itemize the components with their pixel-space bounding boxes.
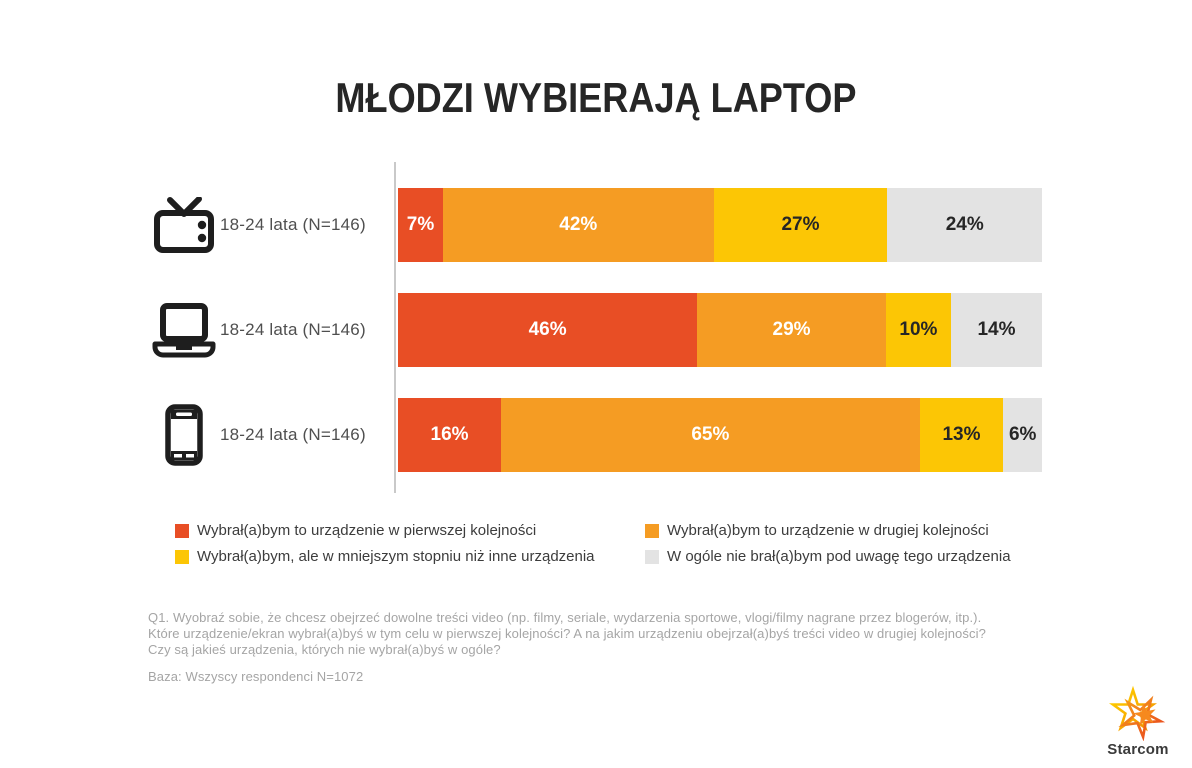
bar-segment-value: 29% [772, 319, 811, 340]
legend-label: Wybrał(a)bym to urządzenie w drugiej kol… [667, 522, 989, 539]
bar-segment-value: 6% [1008, 424, 1037, 445]
smartphone-icon [148, 404, 220, 466]
legend-item-lesser-extent: Wybrał(a)bym, ale w mniejszym stopniu ni… [175, 548, 645, 565]
legend-swatch-first-choice [175, 523, 189, 538]
bar-segment-value: 65% [691, 424, 730, 445]
bar-segment-value: 24% [945, 214, 984, 235]
y-axis-line [394, 162, 396, 493]
question-text-line: Które urządzenie/ekran wybrał(a)byś w ty… [148, 626, 986, 641]
bar-segment: 65% [501, 398, 920, 472]
footnote: Q1. Wyobraź sobie, że chcesz obejrzeć do… [148, 610, 986, 685]
page-title: MŁODZI WYBIERAJĄ LAPTOP [0, 74, 1192, 122]
bar-segment-value: 14% [977, 319, 1016, 340]
legend-item-second-choice: Wybrał(a)bym to urządzenie w drugiej kol… [645, 522, 1011, 539]
bar-segment: 24% [887, 188, 1042, 262]
chart-row: 18-24 lata (N=146) 7% 42% 27% 24% [148, 188, 1042, 262]
bar-segment-value: 27% [781, 214, 820, 235]
bar-segment: 10% [885, 293, 951, 367]
legend-label: W ogóle nie brał(a)bym pod uwagę tego ur… [667, 548, 1011, 565]
row-label: 18-24 lata (N=146) [220, 215, 366, 234]
bar-segment-value: 13% [942, 424, 981, 445]
bar-segment: 14% [950, 293, 1042, 367]
chart-legend: Wybrał(a)bym to urządzenie w pierwszej k… [175, 522, 1011, 565]
laptop-icon [148, 302, 220, 358]
base-text: Baza: Wszyscy respondenci N=1072 [148, 669, 364, 684]
bar-segment-value: 42% [559, 214, 598, 235]
bar-segment-value: 16% [430, 424, 469, 445]
bar-segment-value: 46% [528, 319, 567, 340]
legend-label: Wybrał(a)bym, ale w mniejszym stopniu ni… [197, 548, 595, 565]
bar-segment-value: 10% [899, 319, 938, 340]
chart-row: 18-24 lata (N=146) 16% 65% 13% 6% [148, 398, 1042, 472]
chart-row: 18-24 lata (N=146) 46% 29% 10% 14% [148, 293, 1042, 367]
bar-segment: 13% [919, 398, 1004, 472]
legend-item-first-choice: Wybrał(a)bym to urządzenie w pierwszej k… [175, 522, 645, 539]
bar-segment-value: 7% [406, 214, 435, 235]
stacked-bar: 16% 65% 13% 6% [398, 398, 1042, 472]
legend-label: Wybrał(a)bym to urządzenie w pierwszej k… [197, 522, 537, 539]
legend-swatch-second-choice [645, 523, 659, 538]
bar-segment: 6% [1003, 398, 1042, 472]
stacked-bar: 7% 42% 27% 24% [398, 188, 1042, 262]
bar-segment: 16% [398, 398, 502, 472]
legend-item-not-considered: W ogóle nie brał(a)bym pod uwagę tego ur… [645, 548, 1011, 565]
legend-swatch-lesser-extent [175, 549, 189, 564]
row-label: 18-24 lata (N=146) [220, 320, 366, 339]
row-label: 18-24 lata (N=146) [220, 425, 366, 444]
bar-segment: 46% [398, 293, 698, 367]
question-text-line: Czy są jakieś urządzenia, których nie wy… [148, 642, 501, 657]
question-text-line: Q1. Wyobraź sobie, że chcesz obejrzeć do… [148, 610, 982, 625]
chart-rows: 18-24 lata (N=146) 7% 42% 27% 24% 18-24 lata … [148, 188, 1042, 472]
tv-icon [148, 197, 220, 253]
starcom-wordmark: Starcom [1107, 741, 1169, 758]
starcom-starburst-icon [1109, 685, 1166, 741]
bar-segment: 27% [713, 188, 888, 262]
legend-swatch-not-considered [645, 549, 659, 564]
bar-segment: 7% [398, 188, 444, 262]
page-title-text: MŁODZI WYBIERAJĄ LAPTOP [335, 74, 857, 121]
bar-segment: 29% [697, 293, 886, 367]
bar-segment: 42% [443, 188, 714, 262]
stacked-bar: 46% 29% 10% 14% [398, 293, 1042, 367]
starcom-logo: Starcom [1096, 685, 1180, 758]
